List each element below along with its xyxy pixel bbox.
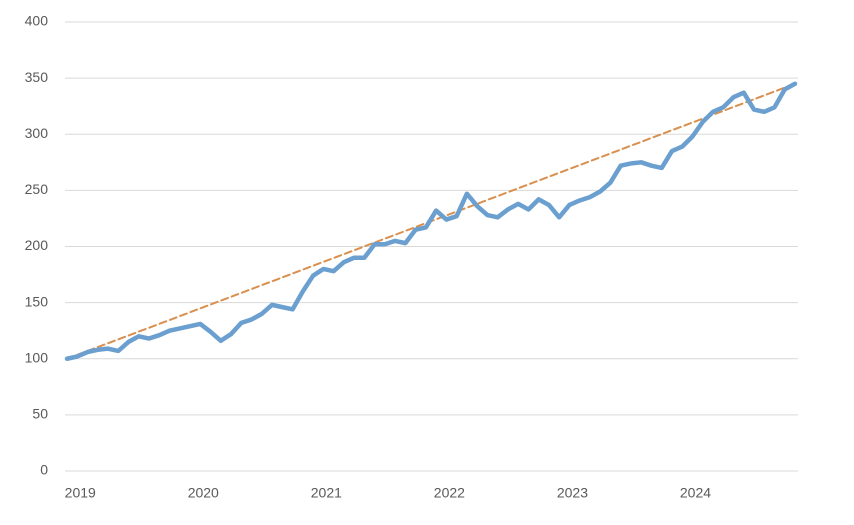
x-tick-label: 2019 (65, 485, 96, 501)
x-tick-label: 2021 (311, 485, 342, 501)
data-line (64, 81, 798, 361)
y-tick-label: 50 (32, 406, 48, 422)
y-tick-label: 200 (25, 237, 49, 253)
y-tick-label: 250 (25, 181, 49, 197)
x-tick-label: 2020 (188, 485, 219, 501)
y-tick-label: 0 (40, 462, 48, 478)
y-tick-label: 300 (25, 125, 49, 141)
y-tick-label: 150 (25, 293, 49, 309)
x-tick-label: 2023 (557, 485, 588, 501)
x-tick-label: 2024 (680, 485, 711, 501)
y-tick-label: 400 (25, 13, 49, 29)
x-tick-label: 2022 (434, 485, 465, 501)
y-tick-label: 350 (25, 69, 49, 85)
y-tick-label: 100 (25, 349, 49, 365)
